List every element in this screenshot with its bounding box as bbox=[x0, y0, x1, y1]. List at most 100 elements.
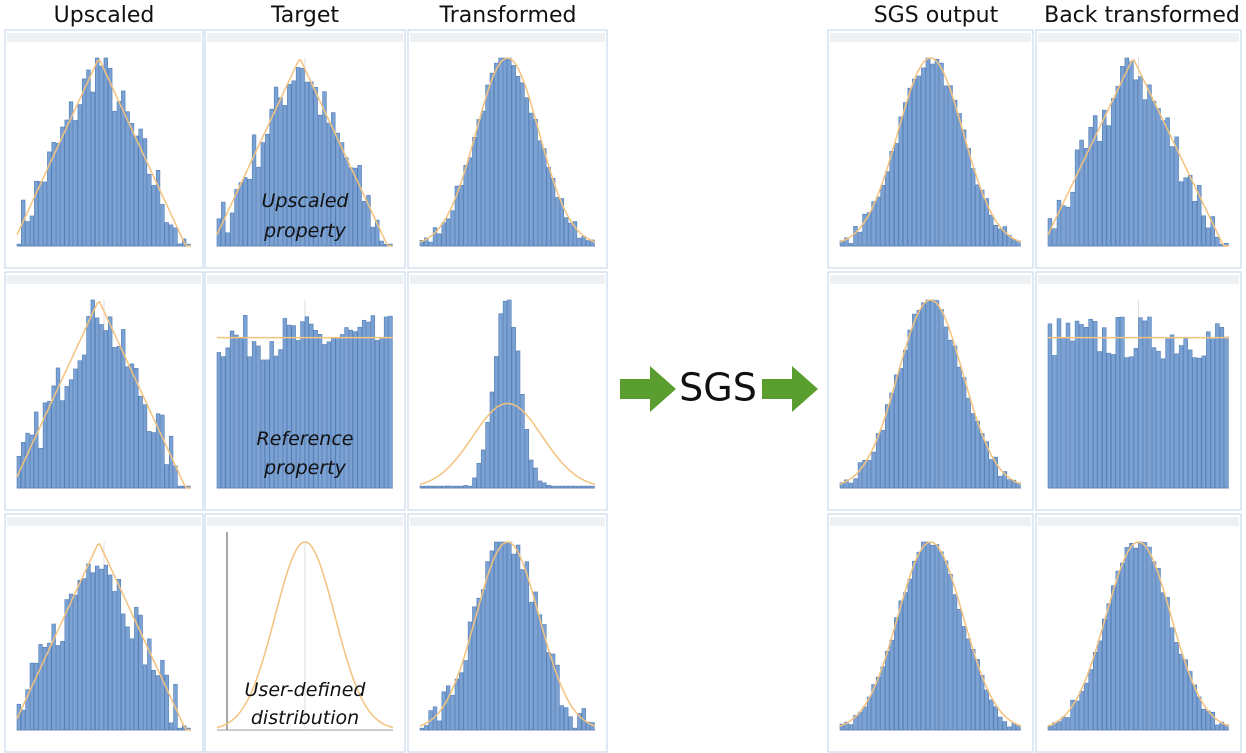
bar bbox=[260, 359, 266, 489]
bar bbox=[42, 181, 48, 247]
bar bbox=[555, 664, 560, 731]
bar bbox=[1165, 117, 1170, 247]
bar bbox=[47, 151, 52, 247]
bar bbox=[370, 226, 376, 247]
column-header: Target bbox=[270, 3, 339, 28]
bar bbox=[507, 57, 512, 247]
bar bbox=[494, 356, 499, 489]
bar bbox=[871, 201, 876, 247]
bar bbox=[60, 126, 65, 247]
bar bbox=[957, 609, 962, 731]
bar bbox=[361, 200, 367, 247]
bar bbox=[975, 420, 980, 489]
panel-header bbox=[830, 275, 1031, 284]
bar bbox=[893, 617, 899, 731]
bar bbox=[313, 329, 318, 489]
bar bbox=[243, 315, 248, 489]
bar bbox=[889, 639, 894, 731]
bar bbox=[502, 541, 508, 731]
column-header: Upscaled bbox=[54, 3, 155, 28]
bar bbox=[844, 237, 849, 247]
bar bbox=[550, 653, 556, 731]
bar bbox=[357, 326, 362, 489]
bar bbox=[1083, 327, 1089, 489]
bar bbox=[142, 404, 148, 489]
bar bbox=[559, 198, 565, 247]
bar bbox=[81, 78, 87, 247]
bar bbox=[300, 321, 305, 489]
bar bbox=[25, 221, 30, 247]
bar bbox=[1115, 570, 1121, 731]
curve bbox=[839, 57, 1022, 243]
bar bbox=[871, 684, 876, 731]
bar bbox=[577, 485, 582, 489]
bar bbox=[498, 57, 503, 247]
bar bbox=[1097, 351, 1102, 489]
bar bbox=[388, 315, 393, 489]
bar bbox=[142, 664, 148, 731]
bar bbox=[147, 431, 152, 489]
bar bbox=[1102, 618, 1107, 731]
bar bbox=[1074, 149, 1080, 247]
bar bbox=[419, 727, 425, 731]
bar bbox=[287, 324, 292, 489]
bar bbox=[1147, 546, 1152, 731]
bar bbox=[542, 482, 547, 489]
panel-header bbox=[830, 33, 1031, 42]
bar bbox=[339, 142, 345, 247]
curve bbox=[1047, 58, 1229, 247]
bar bbox=[979, 675, 985, 731]
bar bbox=[247, 178, 252, 247]
bar bbox=[81, 578, 87, 731]
bar bbox=[445, 218, 451, 247]
bar bbox=[489, 550, 495, 731]
bar bbox=[129, 638, 135, 731]
curve bbox=[16, 542, 191, 731]
bar bbox=[38, 447, 43, 489]
bar bbox=[155, 413, 161, 489]
bar bbox=[164, 674, 169, 731]
bar bbox=[1210, 711, 1216, 731]
bar bbox=[287, 83, 292, 247]
bar bbox=[568, 222, 573, 247]
bar bbox=[348, 167, 354, 247]
bar bbox=[875, 196, 881, 247]
bar bbox=[507, 541, 512, 731]
bar bbox=[472, 606, 477, 731]
bar bbox=[848, 482, 854, 489]
bar bbox=[533, 591, 538, 731]
bar bbox=[970, 648, 976, 731]
column-header: Back transformed bbox=[1044, 3, 1240, 28]
bar bbox=[1219, 327, 1225, 489]
bar bbox=[1197, 696, 1202, 731]
bar bbox=[546, 167, 551, 247]
bar bbox=[893, 374, 899, 489]
bar bbox=[568, 485, 573, 489]
bar bbox=[1097, 640, 1102, 731]
bar bbox=[450, 485, 455, 489]
bar bbox=[125, 366, 130, 489]
bar bbox=[494, 541, 499, 731]
annotation: User-defined bbox=[245, 679, 367, 701]
bar bbox=[164, 464, 169, 489]
bar bbox=[907, 329, 913, 489]
bar bbox=[1079, 324, 1084, 489]
bar bbox=[857, 462, 863, 489]
bar bbox=[853, 478, 858, 489]
bar bbox=[353, 167, 358, 247]
bar bbox=[55, 143, 61, 247]
bar bbox=[559, 485, 565, 489]
bar bbox=[1187, 349, 1193, 489]
bar bbox=[151, 185, 156, 247]
bar bbox=[984, 441, 989, 489]
bar bbox=[51, 142, 56, 247]
bar bbox=[282, 318, 288, 489]
bar bbox=[38, 644, 43, 731]
bar bbox=[485, 421, 490, 489]
bar bbox=[238, 338, 244, 489]
panel-header bbox=[207, 275, 403, 284]
bar bbox=[419, 485, 425, 489]
bar bbox=[939, 309, 944, 489]
bar bbox=[1115, 317, 1121, 489]
bar bbox=[357, 164, 362, 247]
